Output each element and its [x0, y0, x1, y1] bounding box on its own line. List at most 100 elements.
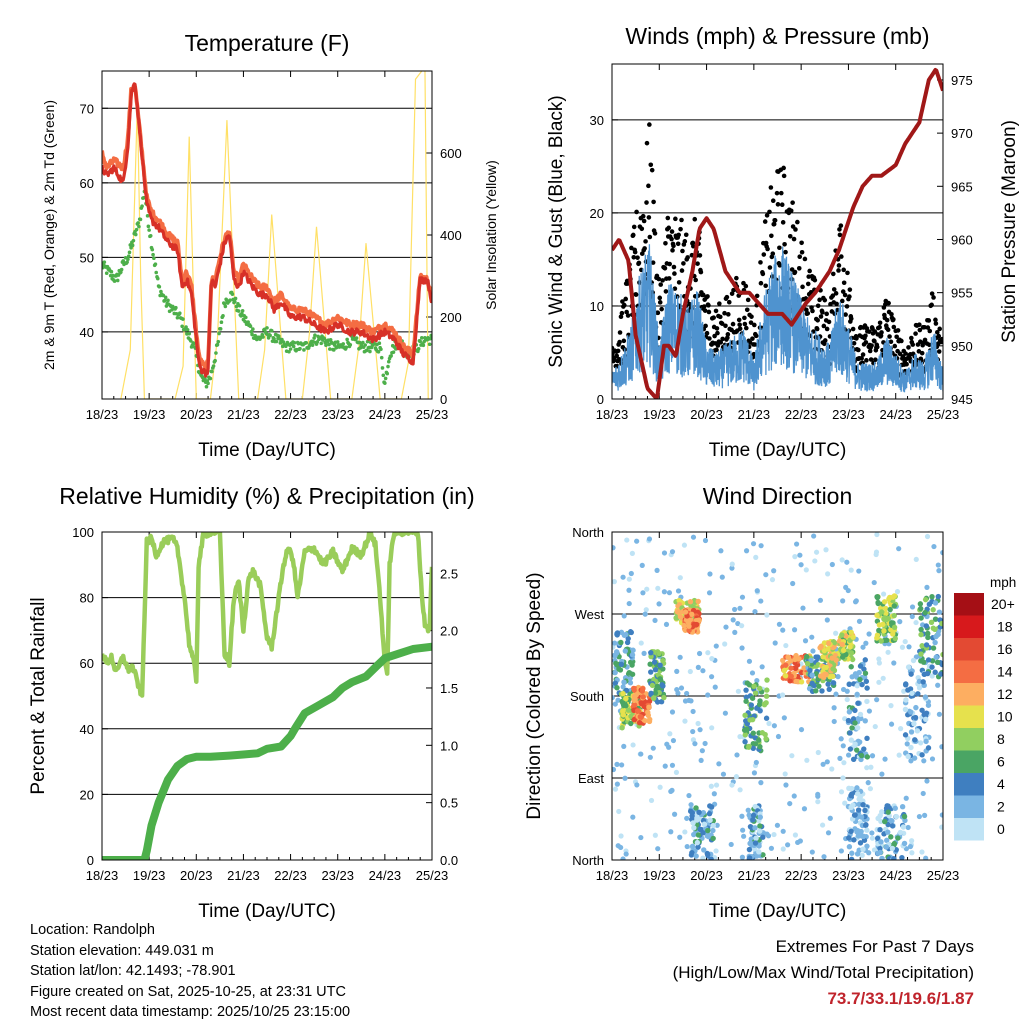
gust-point — [922, 324, 927, 330]
direction-point — [869, 835, 876, 841]
gust-point — [655, 310, 661, 316]
direction-point — [854, 725, 861, 731]
dewpoint-point — [240, 309, 245, 313]
direction-point — [754, 677, 760, 684]
direction-point — [705, 650, 711, 656]
gust-point — [636, 260, 642, 266]
plot-area — [102, 532, 432, 860]
direction-point — [612, 680, 619, 686]
gust-point — [869, 343, 874, 348]
direction-point — [839, 632, 845, 638]
direction-point — [776, 621, 783, 627]
direction-point — [910, 657, 917, 664]
direction-point — [839, 557, 845, 563]
direction-point — [858, 814, 865, 820]
direction-point — [782, 771, 788, 777]
direction-point — [774, 822, 781, 828]
sustained-series — [612, 244, 943, 393]
direction-point — [869, 830, 875, 836]
direction-point — [809, 849, 815, 855]
gust-point — [722, 310, 727, 316]
direction-point — [852, 742, 858, 749]
y-tick-label: 60 — [80, 656, 94, 671]
x-tick-label: 20/23 — [180, 868, 213, 883]
direction-point — [908, 729, 915, 735]
gust-point — [925, 325, 931, 330]
direction-point — [935, 682, 941, 688]
gust-point — [774, 190, 780, 196]
direction-point — [940, 651, 943, 658]
direction-point — [783, 642, 789, 649]
gust-point — [697, 253, 703, 258]
direction-point — [771, 568, 777, 574]
gust-point — [810, 308, 815, 314]
gust-point — [714, 326, 720, 331]
dewpoint-point — [218, 327, 223, 331]
direction-point — [864, 698, 870, 705]
gust-point — [693, 277, 698, 283]
direction-point — [612, 579, 617, 585]
dewpoint-point — [163, 298, 167, 303]
dewpoint-point — [115, 278, 120, 283]
direction-point — [890, 620, 896, 626]
direction-point — [881, 591, 887, 597]
gust-point — [758, 280, 764, 286]
direction-point — [690, 820, 696, 826]
direction-point — [898, 726, 904, 732]
gust-point — [703, 323, 708, 329]
gust-point — [657, 300, 663, 305]
direction-point — [833, 630, 839, 636]
direction-point — [849, 725, 855, 731]
direction-point — [782, 673, 789, 679]
direction-point — [686, 627, 692, 633]
direction-point — [745, 807, 751, 813]
gust-point — [713, 308, 719, 314]
direction-point — [751, 683, 757, 689]
direction-point — [754, 588, 760, 594]
gust-point — [679, 268, 685, 273]
gust-point — [657, 295, 663, 301]
direction-point — [864, 765, 870, 771]
gust-point — [649, 167, 655, 173]
direction-point — [661, 589, 667, 595]
direction-point — [647, 754, 653, 760]
direction-point — [758, 780, 764, 786]
dewpoint-point — [148, 233, 153, 238]
direction-point — [901, 688, 907, 694]
gust-point — [926, 318, 932, 323]
colorbar-label: 16 — [997, 641, 1013, 657]
direction-point — [729, 565, 735, 571]
gust-point — [859, 356, 864, 361]
y-tick-label: West — [575, 607, 605, 622]
direction-point — [657, 784, 663, 790]
direction-point — [632, 696, 638, 703]
direction-point — [661, 550, 668, 556]
direction-point — [735, 688, 741, 694]
y-tick-label: 20 — [590, 206, 604, 221]
direction-point — [919, 849, 925, 855]
gust-point — [687, 301, 692, 307]
direction-point — [642, 717, 648, 724]
direction-point — [693, 805, 699, 811]
gust-point — [662, 265, 668, 271]
direction-point — [695, 664, 701, 670]
wind-direction-panel: Wind Direction 18/23 19/23 20/23 21/23 22/23 2… — [524, 483, 1016, 922]
direction-point — [867, 786, 874, 792]
direction-point — [619, 725, 625, 731]
gust-point — [734, 275, 739, 281]
chart-title: Relative Humidity (%) & Precipitation (i… — [59, 483, 474, 509]
gust-point — [937, 326, 942, 332]
direction-point — [668, 788, 674, 795]
direction-point — [722, 710, 728, 716]
direction-point — [783, 782, 789, 788]
direction-point — [746, 744, 752, 750]
gust-point — [672, 271, 677, 276]
direction-point — [690, 534, 697, 540]
direction-point — [639, 562, 645, 568]
dewpoint-point — [379, 355, 384, 360]
direction-point — [830, 680, 837, 686]
direction-point — [695, 720, 701, 727]
direction-point — [804, 757, 810, 763]
direction-point — [856, 568, 862, 574]
direction-point — [920, 679, 926, 685]
